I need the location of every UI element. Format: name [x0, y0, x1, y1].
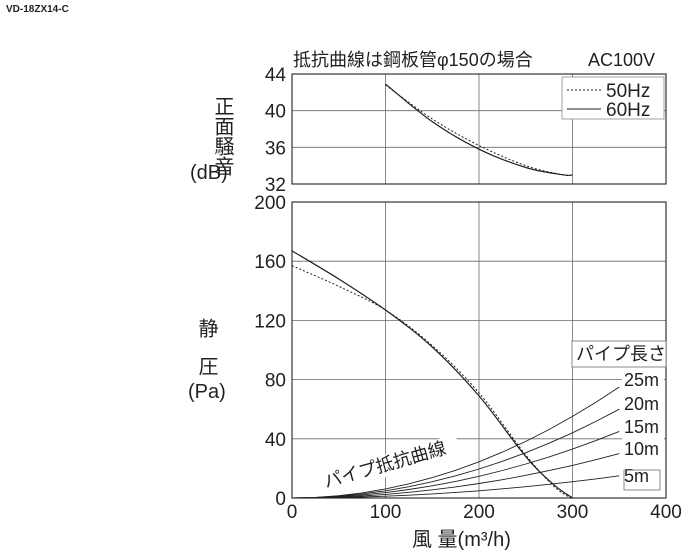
resistance-label-bg [622, 369, 664, 389]
resistance-curve-label: 15m [624, 417, 659, 437]
pressure-series-50Hz [291, 265, 571, 499]
noise-series-50Hz [385, 84, 573, 177]
resistance-curve-15m [291, 430, 620, 499]
pressure-xlabel: 風 量(m³/h) [412, 529, 511, 551]
resistance-label-bg [622, 438, 664, 458]
resistance-curve-20m [291, 408, 620, 499]
pressure-xtick-label: 400 [650, 502, 682, 523]
pressure-xtick-label: 0 [287, 502, 298, 523]
noise-frame [291, 73, 667, 185]
resistance-label-bg [622, 416, 664, 436]
noise-series-60Hz [385, 83, 573, 176]
pressure-ytick-label: 160 [254, 252, 286, 273]
resistance-caption: パイプ抵抗曲線 [322, 438, 449, 492]
noise-ytick-label: 44 [265, 65, 287, 86]
pressure-ytick-label: 40 [265, 430, 286, 451]
pressure-ytick-label: 0 [275, 489, 286, 510]
pressure-xtick-label: 100 [370, 502, 402, 523]
pressure-series-60Hz [291, 250, 573, 499]
noise-title: 抵抗曲線は鋼板管φ150の場合 [293, 50, 533, 70]
resistance-curve-label: 5m [624, 466, 649, 486]
pressure-xtick-label: 200 [463, 502, 495, 523]
noise-legend-label: 60Hz [606, 100, 650, 121]
resistance-legend-title: パイプ長さ [576, 344, 666, 364]
resistance-curve-label: 25m [624, 370, 659, 390]
resistance-legend-box [571, 340, 667, 368]
pressure-ytick-label: 80 [265, 371, 286, 392]
pressure-ytick-label: 120 [254, 311, 286, 332]
noise-ytick-label: 40 [265, 102, 286, 123]
resistance-label-bg [622, 393, 664, 413]
pressure-ytick-label: 200 [254, 193, 286, 214]
model-code: VD-18ZX14-C [6, 4, 69, 15]
resistance-5m-frame [623, 469, 661, 491]
noise-ylabel: 正面騒音 [211, 96, 234, 176]
resistance-curve-label: 20m [624, 394, 659, 414]
resistance-curve-5m [291, 475, 620, 499]
pressure-yunit: (Pa) [188, 381, 226, 403]
pressure-xtick-label: 300 [557, 502, 589, 523]
noise-note: AC100V [588, 50, 655, 70]
noise-yunit: (dB) [190, 162, 228, 184]
resistance-curve-25m [291, 386, 620, 499]
resistance-caption-bg [318, 434, 462, 495]
noise-ytick-label: 36 [265, 138, 286, 159]
resistance-curve-label: 10m [624, 439, 659, 459]
pressure-ylabel: 静圧 [195, 318, 218, 394]
resistance-curve-10m [291, 453, 620, 499]
noise-legend-box [561, 76, 665, 120]
noise-ytick-label: 32 [265, 175, 286, 196]
noise-legend-label: 50Hz [606, 81, 650, 102]
